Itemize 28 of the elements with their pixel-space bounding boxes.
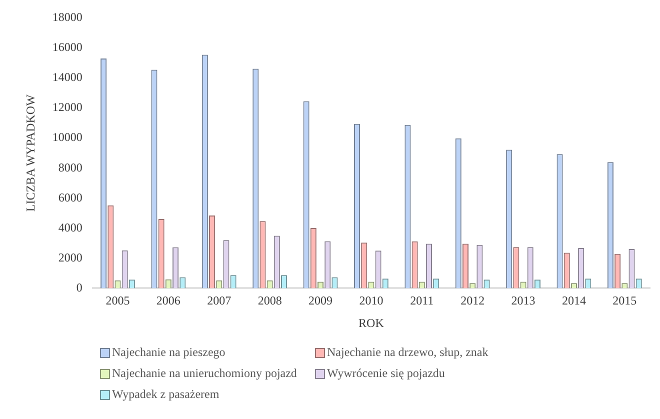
legend-label: Najechanie na unieruchomiony pojazd — [112, 366, 297, 381]
x-tick-label: 2007 — [207, 294, 232, 308]
x-tick-label: 2013 — [511, 294, 536, 308]
y-tick-label: 4000 — [58, 220, 82, 234]
y-tick-label: 12000 — [52, 100, 82, 114]
y-tick-label: 14000 — [52, 70, 82, 84]
y-tick-label: 2000 — [58, 250, 82, 264]
x-tick-label: 2014 — [562, 294, 586, 308]
legend-label: Wypadek z pasażerem — [112, 387, 220, 402]
y-tick-label: 6000 — [58, 190, 82, 204]
x-tick-label: 2011 — [410, 294, 434, 308]
y-tick-label: 8000 — [58, 160, 82, 174]
x-tick-label: 2010 — [359, 294, 384, 308]
x-tick-label: 2015 — [612, 294, 637, 308]
legend-label: Najechanie na drzewo, słup, znak — [327, 345, 488, 360]
x-tick-label: 2012 — [460, 294, 485, 308]
y-axis-title: LICZBA WYPADKOW — [23, 94, 38, 212]
legend-label: Najechanie na pieszego — [112, 345, 226, 360]
y-tick-label: 18000 — [52, 10, 82, 24]
y-tick-label: 10000 — [52, 130, 82, 144]
x-tick-label: 2008 — [258, 294, 282, 308]
x-tick-label: 2006 — [156, 294, 180, 308]
y-tick-label: 16000 — [52, 40, 82, 54]
x-axis-title: ROK — [358, 316, 384, 330]
y-tick-label: 0 — [76, 280, 82, 294]
legend-label: Wywrócenie się pojazdu — [327, 366, 445, 381]
x-tick-label: 2009 — [308, 294, 333, 308]
x-tick-label: 2005 — [106, 294, 130, 308]
